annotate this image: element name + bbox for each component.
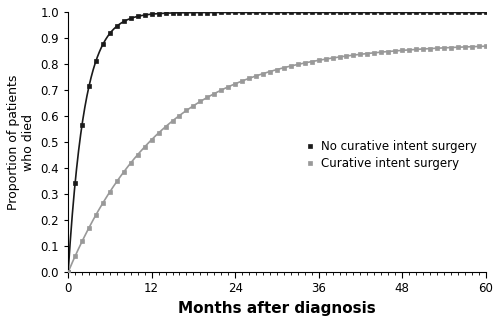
No curative intent surgery [212, 11, 218, 15]
No curative intent surgery [427, 11, 433, 15]
No curative intent surgery [148, 12, 154, 16]
Curative intent surgery [162, 125, 168, 129]
Curative intent surgery [482, 44, 488, 48]
No curative intent surgery [162, 11, 168, 15]
Curative intent surgery [288, 64, 294, 68]
No curative intent surgery [288, 11, 294, 15]
Legend: No curative intent surgery, Curative intent surgery: No curative intent surgery, Curative int… [300, 137, 480, 173]
No curative intent surgery [65, 270, 71, 274]
Line: Curative intent surgery: Curative intent surgery [66, 44, 488, 274]
Line: No curative intent surgery: No curative intent surgery [66, 11, 488, 274]
Curative intent surgery [427, 47, 433, 50]
Curative intent surgery [65, 270, 71, 274]
Curative intent surgery [148, 138, 154, 141]
Curative intent surgery [316, 58, 322, 62]
No curative intent surgery [482, 11, 488, 15]
Curative intent surgery [212, 92, 218, 96]
X-axis label: Months after diagnosis: Months after diagnosis [178, 301, 376, 316]
Y-axis label: Proportion of patients
who died: Proportion of patients who died [7, 74, 35, 210]
No curative intent surgery [316, 11, 322, 15]
